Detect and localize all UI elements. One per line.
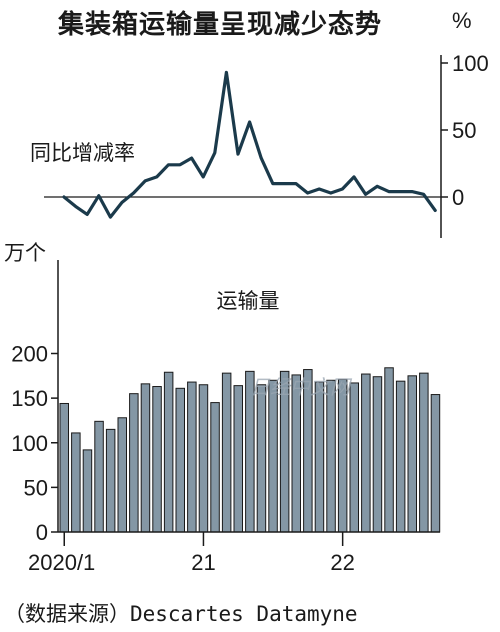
bar (430, 394, 441, 533)
chart-title: 集装箱运输量呈现减少态势 (58, 10, 383, 40)
line-point (120, 201, 124, 204)
line-y-tick-label: 50 (452, 118, 476, 143)
bar-y-tick-label: 100 (11, 431, 48, 456)
bar (221, 372, 232, 533)
line-point (422, 193, 425, 196)
line-point (410, 190, 414, 193)
bar (210, 402, 220, 533)
line-point (74, 205, 77, 208)
line-point (399, 190, 402, 193)
bar-x-tick-label: 2020/1 (28, 550, 95, 575)
line-y-tick-label: 0 (452, 185, 464, 210)
line-point (236, 152, 240, 156)
line-point (109, 215, 112, 219)
line-point (387, 190, 390, 193)
line-chart: 0 50 100 同比增减率 (30, 51, 489, 238)
bar (140, 383, 151, 533)
line-point (97, 194, 101, 197)
bar (349, 382, 359, 533)
bar (117, 417, 127, 533)
bar (337, 378, 348, 533)
line-point (202, 175, 205, 179)
bar (268, 379, 278, 533)
bar (129, 393, 139, 533)
line-point (434, 209, 437, 212)
line-point (260, 156, 263, 160)
line-point (283, 182, 286, 185)
line-point (271, 182, 274, 185)
bar (372, 376, 383, 533)
bar (198, 384, 209, 533)
line-point (294, 182, 298, 185)
bar (384, 367, 394, 533)
bar (71, 432, 81, 533)
line-point (341, 187, 344, 191)
line-point (167, 163, 170, 167)
bar-unit-label: 万个 (4, 242, 46, 265)
bar (59, 402, 69, 533)
line-point (155, 175, 158, 179)
bar-y-tick-label: 50 (24, 475, 48, 500)
bar (419, 372, 429, 533)
bar (163, 371, 174, 533)
bar (256, 384, 267, 533)
bar (105, 428, 116, 533)
line-point (178, 163, 182, 167)
line-point (144, 179, 147, 183)
line-point (352, 175, 356, 179)
bar-x-tick-label: 22 (330, 550, 354, 575)
line-point (132, 191, 135, 195)
bar (82, 449, 93, 533)
line-y-tick-label: 100 (452, 51, 489, 76)
watermark: 日经中文网 (250, 377, 353, 399)
bar-y-tick-label: 150 (11, 386, 48, 411)
bar (152, 386, 162, 533)
bar (187, 381, 197, 533)
line-unit-label: % (452, 8, 472, 33)
line-point (86, 213, 89, 216)
source-name: Descartes Datamyne (130, 602, 358, 626)
bar (395, 380, 406, 533)
bar-series-label: 运输量 (217, 290, 280, 313)
bar-y-tick-label: 200 (11, 342, 48, 367)
source-prefix: （数据来源） (4, 602, 130, 626)
bar (94, 420, 104, 533)
line-point (318, 187, 321, 191)
line-point (62, 195, 66, 199)
line-series-label: 同比增减率 (30, 142, 135, 165)
bar (361, 373, 371, 533)
line-point (329, 191, 332, 195)
line-point (376, 185, 379, 188)
bar-y-tick-label: 0 (36, 520, 48, 545)
line-point (364, 193, 367, 196)
line-point (306, 191, 309, 195)
bar (175, 387, 185, 533)
bar (233, 385, 243, 533)
line-point (225, 71, 228, 74)
bar (407, 375, 417, 533)
bar-x-tick-label: 21 (191, 550, 215, 575)
bar (314, 381, 325, 533)
line-point (248, 120, 251, 124)
source-note: （数据来源）Descartes Datamyne (4, 598, 358, 628)
line-point (190, 156, 193, 160)
line-point (213, 151, 216, 154)
bar (326, 379, 336, 533)
